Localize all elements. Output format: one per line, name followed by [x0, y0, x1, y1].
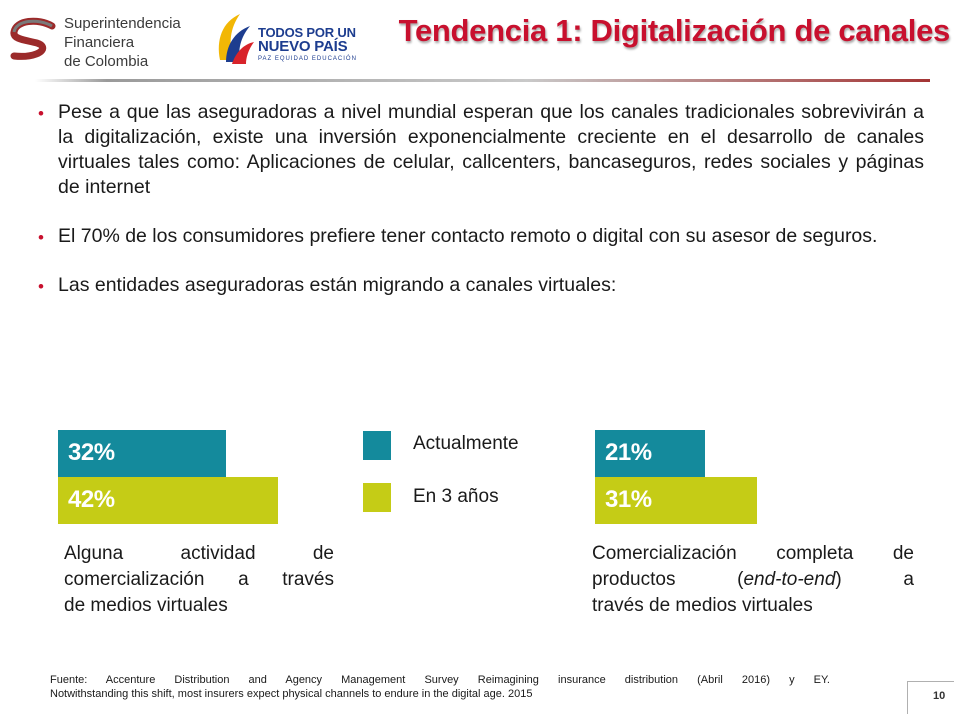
- caption-line: través de medios virtuales: [592, 595, 813, 616]
- sfc-emblem-icon: [8, 16, 56, 64]
- caption-line: comercialización a través: [64, 569, 334, 590]
- bullet-item: • El 70% de los consumidores prefiere te…: [38, 224, 924, 249]
- legend-swatch-actualmente: [363, 431, 391, 460]
- caption-line: de medios virtuales: [64, 595, 228, 616]
- bullet-text: El 70% de los consumidores prefiere tene…: [58, 225, 878, 247]
- gov-logo-text: TODOS POR UN NUEVO PAÍS PAZ EQUIDAD EDUC…: [258, 26, 357, 62]
- bar-actualmente: 32%: [58, 430, 226, 477]
- bar-en-3-anos: 42%: [58, 477, 278, 524]
- sfc-logo-text: Superintendencia Financiera de Colombia: [64, 14, 181, 71]
- footnote-line: Notwithstanding this shift, most insurer…: [50, 688, 533, 700]
- sfc-logo-line: de Colombia: [64, 53, 149, 70]
- bar-value-label: 42%: [68, 486, 115, 513]
- bullet-text: Las entidades aseguradoras están migrand…: [58, 274, 617, 296]
- bullet-item: • Las entidades aseguradoras están migra…: [38, 273, 924, 298]
- caption-line: productos (end-to-end) a: [592, 567, 914, 593]
- sfc-logo-line: Financiera: [64, 34, 135, 51]
- caption-line-text: Comercialización completa de: [592, 543, 914, 564]
- chart-caption: Alguna actividad de comercialización a t…: [64, 541, 334, 619]
- gov-logo-subtitle: PAZ EQUIDAD EDUCACIÓN: [258, 56, 357, 62]
- bullet-item: • Pese a que las aseguradoras a nivel mu…: [38, 100, 924, 200]
- butterfly-emblem-icon: [218, 14, 254, 64]
- bullet-dot-icon: •: [38, 277, 44, 296]
- bar-value-label: 21%: [605, 439, 652, 466]
- bar-en-3-anos: 31%: [595, 477, 757, 524]
- page-number: 10: [933, 690, 946, 702]
- legend-swatch-en-3-anos: [363, 483, 391, 512]
- legend-label: En 3 años: [413, 486, 499, 507]
- sfc-logo-line: Superintendencia: [64, 15, 181, 32]
- bullet-text: Pese a que las aseguradoras a nivel mund…: [58, 101, 924, 198]
- bullet-dot-icon: •: [38, 104, 44, 123]
- caption-line: Comercialización completa de: [592, 541, 914, 567]
- bar-value-label: 32%: [68, 439, 115, 466]
- caption-line-text: productos (end-to-end) a: [592, 569, 914, 590]
- bullet-dot-icon: •: [38, 228, 44, 247]
- superintendencia-financiera-logo: Superintendencia Financiera de Colombia: [8, 10, 183, 71]
- gov-logo-line2: NUEVO PAÍS: [258, 38, 348, 55]
- slide-title: Tendencia 1: Digitalización de canales: [398, 13, 951, 48]
- legend-label: Actualmente: [413, 433, 519, 454]
- page-number-box: [907, 681, 954, 714]
- chart-caption: Comercialización completa de productos (…: [592, 541, 914, 619]
- caption-line: Alguna actividad de: [64, 543, 334, 564]
- header-divider: [35, 79, 930, 82]
- todos-por-un-nuevo-pais-logo: TODOS POR UN NUEVO PAÍS PAZ EQUIDAD EDUC…: [212, 10, 362, 70]
- bullet-list: • Pese a que las aseguradoras a nivel mu…: [38, 100, 924, 298]
- bar-value-label: 31%: [605, 486, 652, 513]
- gov-logo-line1: TODOS POR UN: [258, 25, 356, 40]
- footnote-line: Fuente: Accenture Distribution and Agenc…: [50, 674, 830, 686]
- source-footnote: Fuente: Accenture Distribution and Agenc…: [50, 673, 830, 701]
- bar-actualmente: 21%: [595, 430, 705, 477]
